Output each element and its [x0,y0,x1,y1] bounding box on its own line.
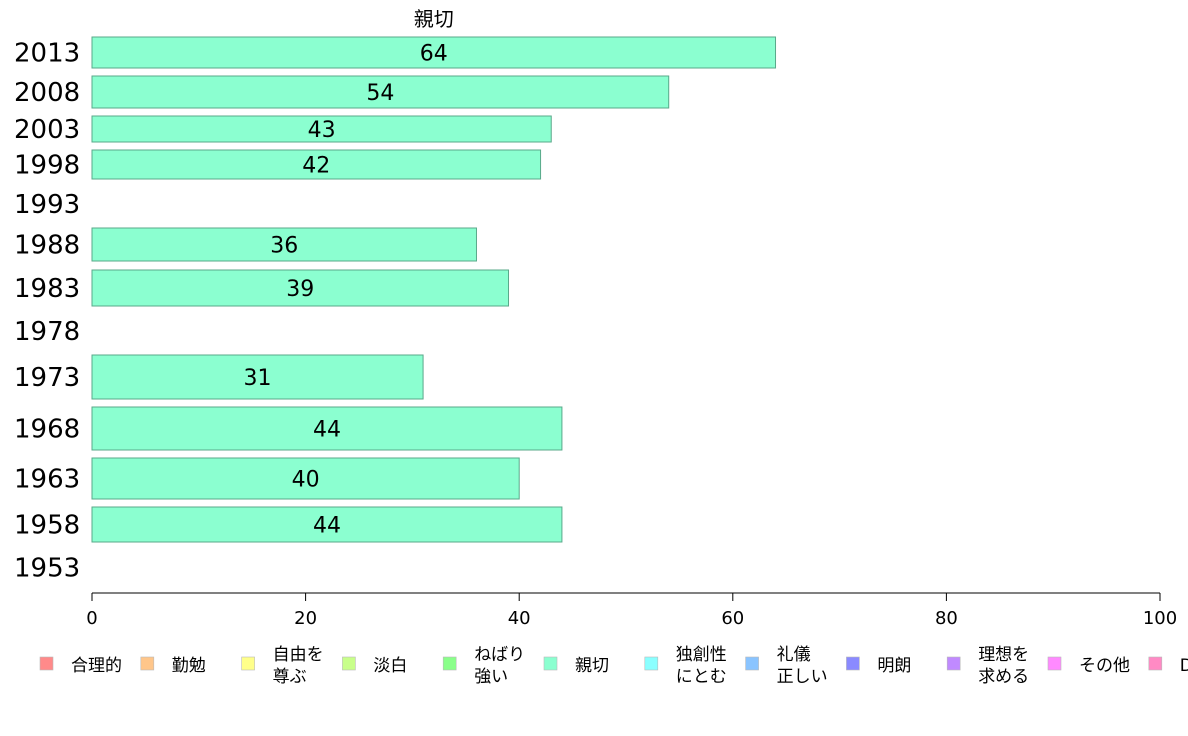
x-tick-label: 40 [508,608,531,629]
legend-swatch [946,656,961,671]
bar-value-label: 42 [302,154,330,179]
legend-label: ねばり強い [474,645,525,687]
legend-label: 理想を求める [978,645,1029,687]
bar [91,406,563,451]
category-label: 1998 [14,151,80,181]
category-label: 1988 [14,231,80,261]
legend-swatch [543,656,558,671]
bar-value-label: 54 [366,81,394,106]
legend-label: D [1180,656,1188,676]
bar [91,75,670,109]
category-label: 1958 [14,511,80,541]
legend-swatch [442,656,457,671]
bar-value-label: 39 [286,277,314,302]
legend-label: 淡白 [373,656,407,676]
category-label: 1983 [14,274,80,304]
legend-swatch [1047,656,1062,671]
bar-value-label: 44 [313,514,341,539]
legend-swatch [140,656,155,671]
legend-swatch [241,656,255,671]
x-tick-label: 0 [86,608,97,629]
chart-rows: 2013 64 2008 54 2003 43 1998 42 1993 1988 36 1983 39… [14,36,777,584]
bar-value-label: 64 [420,42,448,67]
legend: 合理的 勤勉 自由を尊ぶ 淡白 ねばり強い 親切 独創性にとむ 礼儀正しい 明朗 理想を求める その… [39,645,1188,687]
bar-value-label: 36 [270,234,298,259]
legend-label: 勤勉 [172,656,206,676]
category-label: 2013 [14,39,80,69]
bar-value-label: 43 [308,118,336,143]
legend-swatch [644,656,659,671]
x-tick-label: 60 [721,608,744,629]
category-label: 2003 [14,115,80,145]
legend-label: その他 [1079,656,1130,676]
legend-swatch [1148,656,1163,671]
legend-label: 独創性にとむ [676,645,727,687]
bar-value-label: 31 [244,366,272,391]
category-label: 1973 [14,363,80,393]
bar [91,115,552,143]
bar-value-label: 44 [313,418,341,443]
bar [91,506,563,543]
legend-swatch [342,656,356,671]
x-axis: 0 20 40 60 80 100 [86,592,1177,629]
chart-title: 親切 [414,7,454,31]
bar-value-label: 40 [292,468,320,493]
category-label: 2008 [14,78,80,108]
bar [91,227,477,262]
bar [91,36,777,69]
bar [91,354,424,400]
category-label: 1993 [14,190,80,220]
x-tick-label: 80 [935,608,958,629]
category-label: 1953 [14,554,80,584]
legend-label: 礼儀正しい [777,645,828,687]
x-tick-label: 20 [294,608,317,629]
bar [91,149,542,180]
legend-swatch [745,656,759,671]
x-tick-label: 100 [1143,608,1177,629]
legend-label: 親切 [575,656,609,676]
bar [91,269,510,307]
bar [91,457,520,500]
category-label: 1963 [14,465,80,495]
legend-swatch [39,656,54,671]
category-label: 1978 [14,317,80,347]
legend-label: 明朗 [877,656,911,676]
legend-label: 自由を尊ぶ [273,645,324,687]
legend-swatch [846,656,860,671]
category-label: 1968 [14,415,80,445]
legend-label: 合理的 [71,656,122,676]
